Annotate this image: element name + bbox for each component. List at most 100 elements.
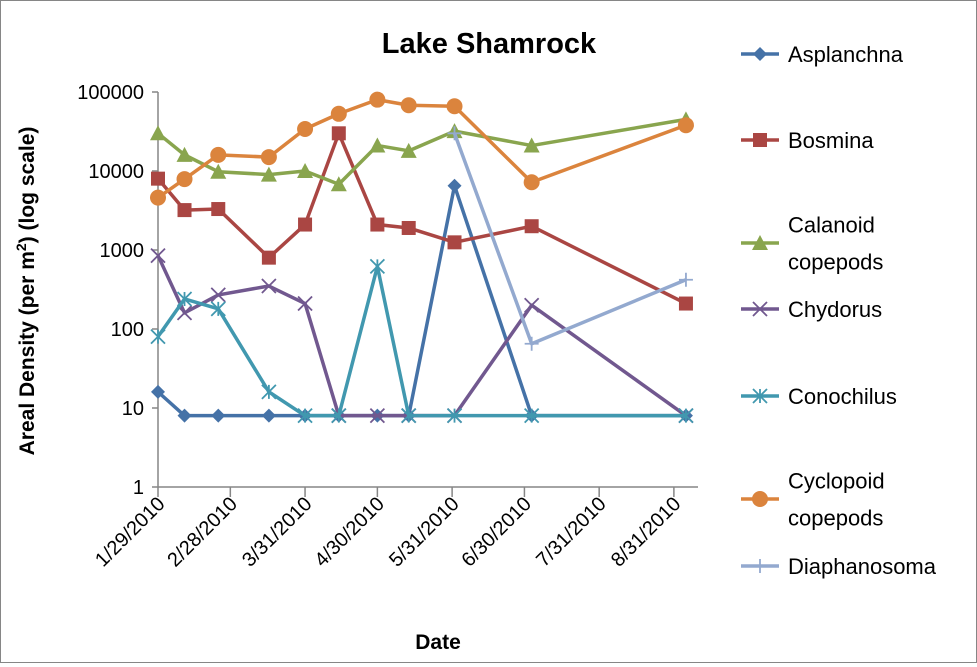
series-diaphanosoma	[447, 126, 693, 351]
star-marker	[446, 408, 463, 424]
y-tick-label: 10	[122, 398, 144, 420]
series-line	[156, 97, 687, 200]
triangle-marker	[297, 163, 314, 178]
y-axis-label: Areal Density (per m2) (log scale)	[13, 127, 39, 456]
circle-marker	[176, 171, 193, 188]
square-marker	[211, 202, 226, 217]
legend-label: copepods	[788, 250, 883, 275]
series-line	[156, 254, 687, 418]
x-marker	[150, 247, 166, 264]
triangle-marker	[369, 137, 386, 153]
x-marker	[261, 278, 277, 294]
legend-item: Asplanchna	[741, 42, 904, 67]
x-tick-label: 6/30/2010	[457, 493, 535, 571]
x-tick-label: 5/31/2010	[385, 493, 463, 571]
diamond-marker	[211, 408, 226, 423]
triangle-marker	[752, 235, 768, 250]
x-marker	[752, 301, 768, 317]
y-tick-label: 1000	[100, 240, 145, 262]
square-marker	[261, 250, 276, 265]
series-bosmina	[151, 126, 693, 311]
circle-marker	[400, 97, 417, 114]
legend: Asplanchna Bosmina Calanoid copepods Chydoru…	[741, 42, 937, 579]
x-tick-label: 4/30/2010	[310, 493, 388, 571]
series-cyclopoid-copepods	[150, 91, 694, 206]
star-marker	[369, 258, 386, 275]
diamond-marker	[447, 178, 462, 193]
star-marker	[210, 301, 226, 317]
star-marker	[752, 388, 768, 404]
circle-marker	[330, 105, 347, 122]
series-line	[156, 117, 687, 186]
triangle-marker	[150, 125, 166, 141]
square-marker	[678, 296, 693, 311]
x-marker	[524, 297, 540, 313]
y-tick-label: 100000	[77, 82, 144, 104]
series-asplanchna	[151, 178, 693, 423]
circle-marker	[446, 98, 463, 115]
star-marker	[261, 384, 277, 400]
circle-marker	[210, 146, 227, 163]
x-tick-label: 2/28/2010	[163, 493, 241, 571]
x-marker	[369, 408, 386, 424]
x-axis-label: Date	[415, 631, 461, 654]
series-conochilus	[150, 258, 694, 424]
triangle-marker	[210, 163, 227, 179]
star-marker	[401, 408, 417, 424]
diamond-marker	[753, 47, 767, 61]
legend-label: Bosmina	[788, 128, 874, 153]
plus-marker	[753, 559, 767, 573]
triangle-marker	[260, 166, 277, 182]
y-axis-label-end: ) (log scale)	[16, 127, 39, 244]
series-calanoid-copepods	[150, 111, 694, 192]
legend-item: Chydorus	[741, 297, 882, 322]
star-marker	[678, 408, 694, 424]
square-marker	[447, 235, 462, 250]
x-tick-label: 1/29/2010	[91, 493, 169, 571]
y-tick-label: 10000	[88, 161, 144, 183]
square-marker	[177, 203, 192, 218]
circle-marker	[677, 117, 694, 134]
legend-label: Asplanchna	[788, 42, 904, 67]
chart-title: Lake Shamrock	[382, 28, 597, 60]
legend-item: Bosmina	[741, 128, 874, 153]
legend-label: Conochilus	[788, 384, 897, 409]
triangle-marker	[523, 137, 540, 153]
plus-marker	[447, 126, 462, 141]
y-tick-label: 1	[133, 477, 144, 499]
circle-marker	[260, 149, 277, 166]
x-tick-label: 7/31/2010	[532, 493, 610, 571]
series-line	[156, 184, 686, 418]
circle-marker	[297, 121, 314, 138]
plus-marker	[524, 336, 539, 351]
diamond-marker	[177, 408, 192, 423]
legend-item: Conochilus	[741, 384, 897, 409]
x-tick-label: 8/31/2010	[607, 493, 685, 571]
circle-marker	[752, 491, 768, 507]
series-chydorus	[150, 247, 694, 424]
triangle-marker	[400, 142, 417, 158]
legend-label: Calanoid	[788, 213, 875, 238]
legend-item: Diaphanosoma	[741, 554, 937, 579]
x-marker	[297, 295, 313, 312]
series-line	[156, 131, 687, 306]
legend-item: Cyclopoid copepods	[741, 469, 885, 531]
x-tick-label: 3/31/2010	[238, 493, 316, 571]
series-line	[452, 132, 687, 346]
y-axis-label-sup: 2	[13, 243, 29, 251]
legend-item: Calanoid copepods	[741, 213, 883, 275]
y-tick-label: 100	[111, 319, 144, 341]
star-marker	[150, 329, 166, 345]
square-marker	[370, 217, 385, 232]
square-marker	[151, 171, 165, 186]
legend-label: copepods	[788, 506, 883, 531]
series-layer	[150, 91, 694, 424]
star-marker	[176, 291, 193, 307]
square-marker	[331, 126, 346, 141]
circle-marker	[150, 189, 166, 206]
star-marker	[297, 408, 313, 424]
plus-marker	[678, 272, 693, 287]
triangle-marker	[330, 176, 347, 192]
